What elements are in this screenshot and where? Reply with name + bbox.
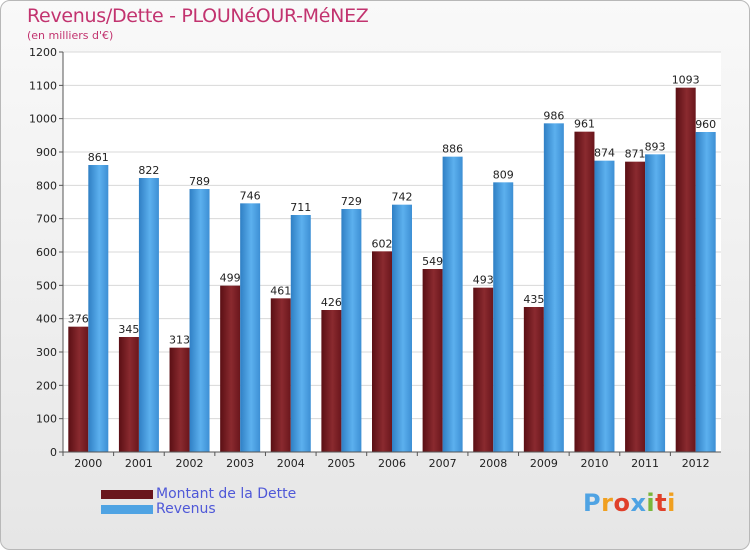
x-tick-label-2006: 2006 bbox=[378, 457, 406, 470]
bar-revenus-2004 bbox=[290, 215, 311, 452]
value-label-dette-2010: 961 bbox=[574, 118, 595, 131]
bar-dette-2000 bbox=[68, 326, 89, 452]
x-tick-label-2008: 2008 bbox=[479, 457, 507, 470]
x-tick-label-2010: 2010 bbox=[580, 457, 608, 470]
value-label-revenus-2004: 711 bbox=[290, 201, 311, 214]
x-tick-label-2005: 2005 bbox=[327, 457, 355, 470]
bar-revenus-2001 bbox=[138, 178, 159, 452]
bar-dette-2001 bbox=[118, 337, 139, 452]
bar-revenus-2006 bbox=[392, 204, 412, 452]
y-tick-label-0: 0 bbox=[50, 446, 57, 459]
value-label-revenus-2001: 822 bbox=[138, 164, 159, 177]
legend-swatch-revenus bbox=[101, 505, 153, 514]
bar-dette-2009 bbox=[523, 307, 544, 452]
value-label-revenus-2008: 809 bbox=[493, 168, 514, 181]
value-label-dette-2006: 602 bbox=[372, 237, 393, 250]
bar-revenus-2002 bbox=[189, 189, 210, 452]
bar-dette-2002 bbox=[169, 347, 190, 452]
logo-letter: o bbox=[613, 489, 631, 517]
y-tick-label-1200: 1200 bbox=[29, 46, 57, 59]
y-tick-label-700: 700 bbox=[36, 213, 57, 226]
legend-label-revenus: Revenus bbox=[156, 501, 216, 517]
value-label-dette-2001: 345 bbox=[118, 323, 139, 336]
bar-dette-2011 bbox=[625, 161, 646, 452]
bar-revenus-2003 bbox=[240, 203, 261, 452]
bar-dette-2008 bbox=[473, 287, 494, 452]
value-label-dette-2002: 313 bbox=[169, 334, 190, 347]
x-tick-label-2001: 2001 bbox=[125, 457, 153, 470]
bar-revenus-2008 bbox=[493, 182, 514, 453]
logo-letter: P bbox=[583, 489, 602, 517]
logo-letter: i bbox=[646, 489, 656, 517]
value-label-dette-2003: 499 bbox=[220, 272, 241, 285]
legend-swatch-dette bbox=[101, 490, 153, 499]
y-tick-label-1100: 1100 bbox=[29, 79, 57, 92]
y-tick-label-200: 200 bbox=[36, 379, 57, 392]
logo-letter: t bbox=[655, 489, 668, 517]
bar-revenus-2012 bbox=[695, 132, 716, 452]
value-label-revenus-2006: 742 bbox=[392, 191, 413, 204]
y-tick-label-500: 500 bbox=[36, 279, 57, 292]
bar-dette-2004 bbox=[270, 298, 291, 452]
value-label-revenus-2007: 886 bbox=[442, 143, 463, 156]
x-tick-label-2004: 2004 bbox=[277, 457, 305, 470]
value-label-dette-2007: 549 bbox=[422, 255, 443, 268]
bar-revenus-2010 bbox=[594, 160, 615, 452]
value-label-dette-2008: 493 bbox=[473, 274, 494, 287]
logo-letter: x bbox=[630, 489, 647, 517]
proxiti-logo: Proxiti bbox=[583, 489, 676, 517]
value-label-revenus-2012: 960 bbox=[695, 118, 716, 131]
y-tick-label-400: 400 bbox=[36, 313, 57, 326]
value-label-revenus-2009: 986 bbox=[543, 109, 564, 122]
bar-revenus-2009 bbox=[543, 123, 564, 452]
y-tick-label-1000: 1000 bbox=[29, 113, 57, 126]
legend-label-dette: Montant de la Dette bbox=[156, 486, 297, 502]
y-tick-label-600: 600 bbox=[36, 246, 57, 259]
value-label-revenus-2003: 746 bbox=[240, 189, 261, 202]
logo-letter: r bbox=[601, 489, 614, 517]
bar-revenus-2005 bbox=[341, 209, 362, 452]
bar-revenus-2011 bbox=[645, 154, 666, 453]
bar-dette-2005 bbox=[321, 310, 342, 452]
value-label-revenus-2000: 861 bbox=[88, 151, 109, 164]
bar-revenus-2007 bbox=[442, 156, 463, 452]
bar-dette-2007 bbox=[422, 269, 443, 452]
bar-dette-2012 bbox=[675, 87, 696, 453]
bar-dette-2010 bbox=[574, 131, 595, 452]
y-tick-label-100: 100 bbox=[36, 413, 57, 426]
x-tick-label-2003: 2003 bbox=[226, 457, 254, 470]
x-tick-label-2009: 2009 bbox=[530, 457, 558, 470]
value-label-revenus-2002: 789 bbox=[189, 175, 210, 188]
value-label-dette-2004: 461 bbox=[270, 284, 291, 297]
x-tick-label-2011: 2011 bbox=[631, 457, 659, 470]
value-label-revenus-2011: 893 bbox=[645, 140, 666, 153]
x-tick-label-2002: 2002 bbox=[176, 457, 204, 470]
value-label-dette-2012: 1093 bbox=[672, 74, 700, 87]
bar-revenus-2000 bbox=[88, 165, 109, 452]
x-tick-label-2000: 2000 bbox=[74, 457, 102, 470]
value-label-dette-2000: 376 bbox=[68, 313, 89, 326]
value-label-revenus-2005: 729 bbox=[341, 195, 362, 208]
value-label-dette-2011: 871 bbox=[625, 148, 646, 161]
bar-dette-2006 bbox=[372, 251, 392, 452]
value-label-revenus-2010: 874 bbox=[594, 147, 615, 160]
value-label-dette-2005: 426 bbox=[321, 296, 342, 309]
y-tick-label-800: 800 bbox=[36, 179, 57, 192]
x-tick-label-2007: 2007 bbox=[429, 457, 457, 470]
chart-subtitle: (en milliers d'€) bbox=[27, 29, 114, 42]
bar-dette-2003 bbox=[220, 285, 241, 452]
y-tick-label-900: 900 bbox=[36, 146, 57, 159]
value-label-dette-2009: 435 bbox=[523, 293, 544, 306]
chart-title: Revenus/Dette - PLOUNéOUR-MéNEZ bbox=[27, 5, 369, 27]
x-tick-label-2012: 2012 bbox=[682, 457, 710, 470]
y-tick-label-300: 300 bbox=[36, 346, 57, 359]
logo-letter: i bbox=[667, 489, 676, 517]
